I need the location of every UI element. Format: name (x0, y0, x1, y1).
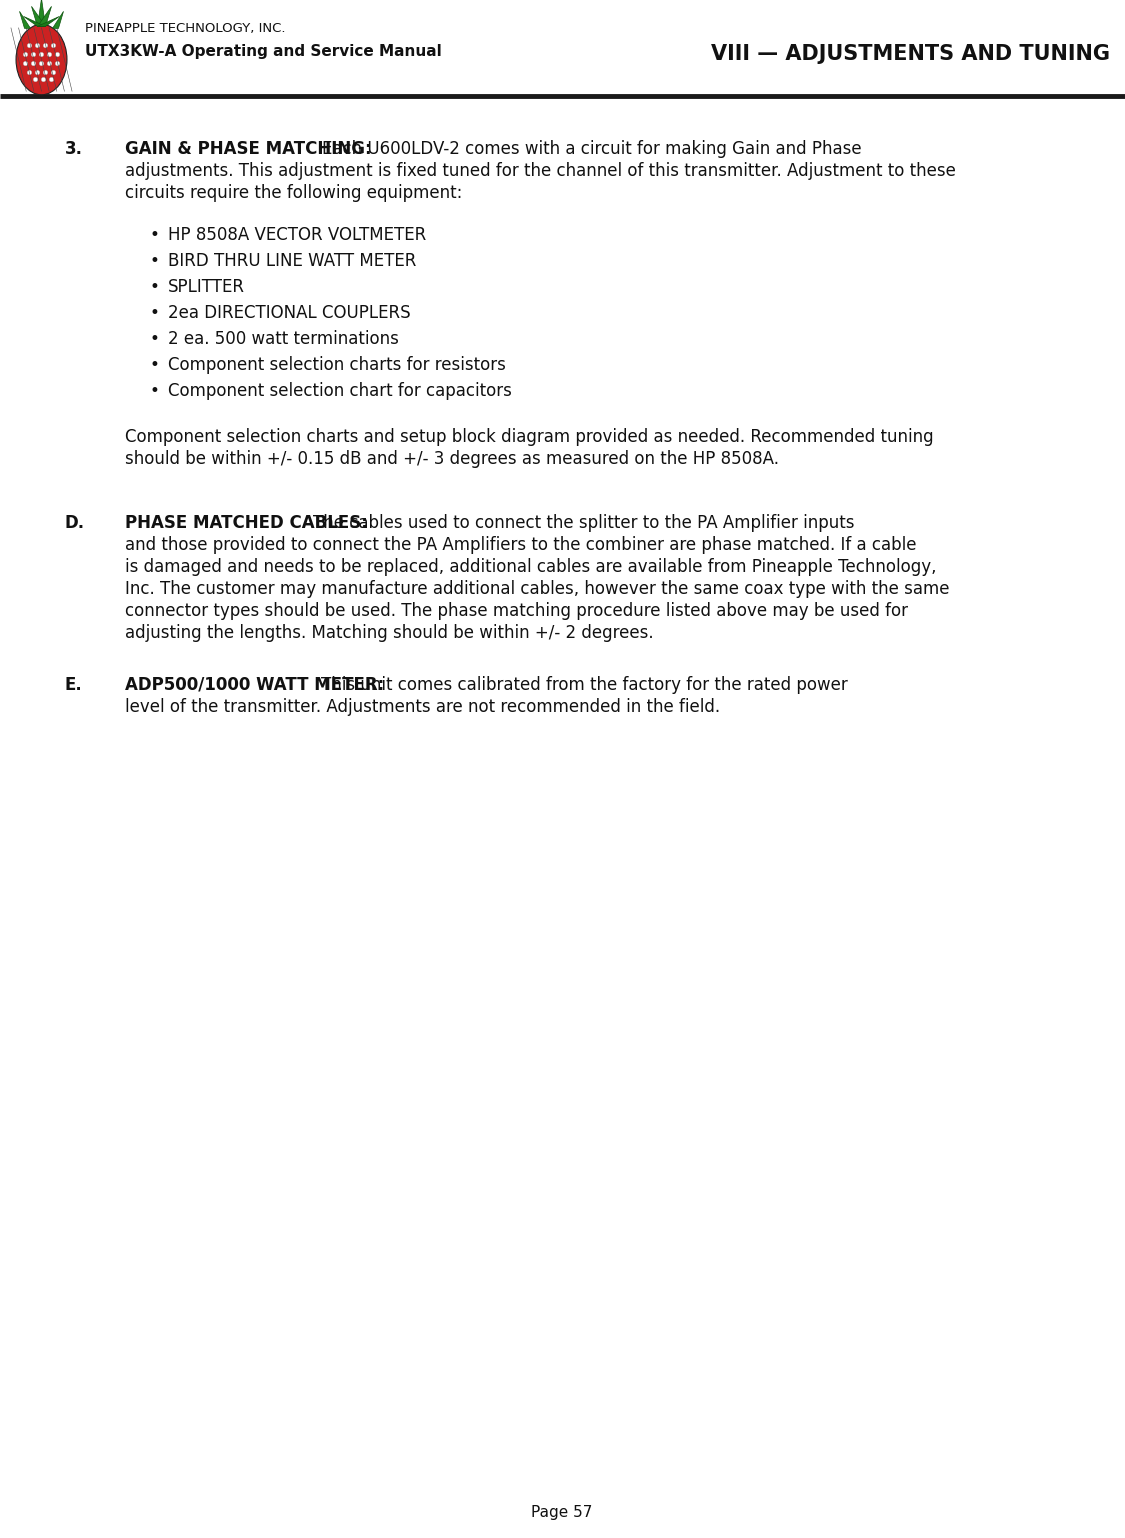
Text: •: • (150, 355, 160, 374)
Ellipse shape (52, 43, 56, 48)
Text: •: • (150, 305, 160, 321)
Text: 2 ea. 500 watt terminations: 2 ea. 500 watt terminations (168, 329, 399, 348)
Ellipse shape (52, 71, 56, 75)
Text: BIRD THRU LINE WATT METER: BIRD THRU LINE WATT METER (168, 252, 416, 271)
Text: •: • (150, 381, 160, 400)
Ellipse shape (16, 25, 68, 95)
Text: •: • (150, 252, 160, 271)
Text: This unit comes calibrated from the factory for the rated power: This unit comes calibrated from the fact… (321, 675, 848, 694)
Ellipse shape (35, 71, 39, 75)
Text: 3.: 3. (65, 140, 83, 158)
Text: circuits require the following equipment:: circuits require the following equipment… (125, 185, 462, 201)
Ellipse shape (27, 71, 32, 75)
Text: •: • (150, 329, 160, 348)
Text: PHASE MATCHED CABLES:: PHASE MATCHED CABLES: (125, 514, 368, 532)
Text: is damaged and needs to be replaced, additional cables are available from Pineap: is damaged and needs to be replaced, add… (125, 558, 936, 575)
Ellipse shape (43, 43, 47, 48)
Text: D.: D. (65, 514, 86, 532)
Text: Component selection chart for capacitors: Component selection chart for capacitors (168, 381, 512, 400)
Text: E.: E. (65, 675, 83, 694)
Ellipse shape (55, 52, 60, 57)
Text: VIII — ADJUSTMENTS AND TUNING: VIII — ADJUSTMENTS AND TUNING (711, 45, 1110, 65)
Ellipse shape (50, 77, 54, 82)
Ellipse shape (24, 52, 28, 57)
Text: ADP500/1000 WATT METER:: ADP500/1000 WATT METER: (125, 675, 385, 694)
Text: and those provided to connect the PA Amplifiers to the combiner are phase matche: and those provided to connect the PA Amp… (125, 535, 917, 554)
Text: should be within +/- 0.15 dB and +/- 3 degrees as measured on the HP 8508A.: should be within +/- 0.15 dB and +/- 3 d… (125, 449, 778, 468)
Ellipse shape (34, 77, 38, 82)
Text: •: • (150, 278, 160, 295)
Text: Component selection charts for resistors: Component selection charts for resistors (168, 355, 506, 374)
Text: Inc. The customer may manufacture additional cables, however the same coax type : Inc. The customer may manufacture additi… (125, 580, 950, 598)
Text: PINEAPPLE TECHNOLOGY, INC.: PINEAPPLE TECHNOLOGY, INC. (86, 22, 286, 35)
Ellipse shape (35, 43, 39, 48)
Text: level of the transmitter. Adjustments are not recommended in the field.: level of the transmitter. Adjustments ar… (125, 698, 720, 715)
Ellipse shape (47, 52, 52, 57)
Ellipse shape (55, 62, 60, 66)
Polygon shape (53, 11, 63, 28)
Polygon shape (37, 6, 52, 26)
Polygon shape (24, 17, 45, 26)
Polygon shape (19, 11, 30, 28)
Text: UTX3KW-A Operating and Service Manual: UTX3KW-A Operating and Service Manual (86, 45, 442, 58)
Ellipse shape (47, 62, 52, 66)
Polygon shape (37, 0, 45, 26)
Polygon shape (37, 17, 60, 26)
Text: connector types should be used. The phase matching procedure listed above may be: connector types should be used. The phas… (125, 601, 908, 620)
Text: SPLITTER: SPLITTER (168, 278, 245, 295)
Polygon shape (32, 6, 45, 26)
Ellipse shape (43, 71, 47, 75)
Ellipse shape (42, 77, 46, 82)
Text: •: • (150, 226, 160, 245)
Ellipse shape (32, 52, 36, 57)
Text: HP 8508A VECTOR VOLTMETER: HP 8508A VECTOR VOLTMETER (168, 226, 426, 245)
Ellipse shape (39, 52, 44, 57)
Text: adjustments. This adjustment is fixed tuned for the channel of this transmitter.: adjustments. This adjustment is fixed tu… (125, 161, 956, 180)
Ellipse shape (24, 62, 28, 66)
Text: 2ea DIRECTIONAL COUPLERS: 2ea DIRECTIONAL COUPLERS (168, 305, 411, 321)
Text: Page 57: Page 57 (531, 1506, 593, 1520)
Ellipse shape (27, 43, 32, 48)
Text: adjusting the lengths. Matching should be within +/- 2 degrees.: adjusting the lengths. Matching should b… (125, 624, 654, 641)
Text: The cables used to connect the splitter to the PA Amplifier inputs: The cables used to connect the splitter … (313, 514, 855, 532)
Text: Each U600LDV-2 comes with a circuit for making Gain and Phase: Each U600LDV-2 comes with a circuit for … (322, 140, 862, 158)
Text: Component selection charts and setup block diagram provided as needed. Recommend: Component selection charts and setup blo… (125, 428, 934, 446)
Text: GAIN & PHASE MATCHING:: GAIN & PHASE MATCHING: (125, 140, 371, 158)
Ellipse shape (32, 62, 36, 66)
Ellipse shape (39, 62, 44, 66)
